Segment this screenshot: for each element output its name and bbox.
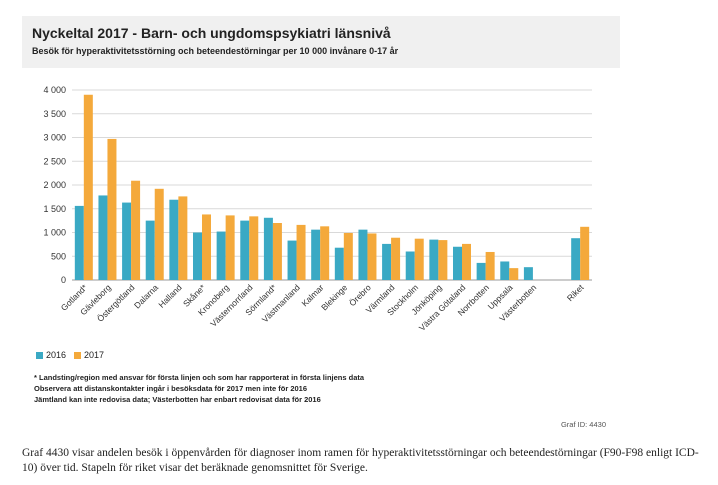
bar-2016-norrbotten <box>476 262 486 280</box>
bar-2016-vsterbotten <box>523 267 533 280</box>
bar-2017-vsternorrland <box>249 216 259 280</box>
note-jamtland: Jämtland kan inte redovisa data; Västerb… <box>34 395 321 404</box>
bar-2017-stockholm <box>414 238 424 280</box>
bar-2017-vstmanland <box>296 224 306 280</box>
bar-2017-uppsala <box>509 268 519 280</box>
bar-2016-stockholm <box>405 251 415 280</box>
bar-2016-halland <box>169 199 179 280</box>
bar-2017-stergtland <box>131 180 141 280</box>
note-distanskontakter: Observera att distanskontakter ingår i b… <box>34 384 308 393</box>
y-tick-label: 500 <box>51 251 66 261</box>
bar-2017-kronoberg <box>225 215 235 280</box>
chart-panel: Nyckeltal 2017 - Barn- och ungdomspsykia… <box>22 16 620 436</box>
bar-2017-gvleborg <box>107 138 117 280</box>
bar-2016-vstmanland <box>287 240 297 280</box>
chart-legend: 2016 2017 <box>36 350 104 360</box>
bar-2016-riket <box>571 238 581 280</box>
legend-item-2017: 2017 <box>74 350 104 360</box>
y-tick-label: 1 000 <box>43 228 66 238</box>
bar-2017-skne <box>202 214 211 280</box>
legend-swatch-2016 <box>36 351 43 359</box>
bar-2017-dalarna <box>154 188 164 280</box>
bar-2017-jnkping <box>438 240 448 280</box>
bar-2016-vrmland <box>382 243 392 280</box>
y-tick-label: 3 500 <box>43 109 66 119</box>
bar-2017-vrmland <box>391 237 401 280</box>
bar-2017-blekinge <box>343 232 353 280</box>
graf-id: Graf ID: 4430 <box>560 420 606 429</box>
note-landsting: * Landsting/region med ansvar för första… <box>34 373 365 382</box>
chart-title: Nyckeltal 2017 - Barn- och ungdomspsykia… <box>32 25 391 41</box>
chart-subtitle: Besök för hyperaktivitetsstörning och be… <box>32 46 399 56</box>
figure-caption: Graf 4430 visar andelen besök i öppenvår… <box>22 447 699 474</box>
legend-label-2016: 2016 <box>46 350 67 360</box>
y-tick-label: 3 000 <box>43 133 66 143</box>
bar-2016-kalmar <box>311 229 321 280</box>
x-tick-label: Halland <box>156 282 184 310</box>
bar-2017-riket <box>580 226 590 280</box>
y-tick-label: 4 000 <box>43 85 66 95</box>
bar-2017-gotland <box>83 94 93 280</box>
y-tick-label: 0 <box>61 275 66 285</box>
y-tick-label: 2 000 <box>43 180 66 190</box>
bar-2016-uppsala <box>500 261 510 280</box>
bar-2016-rebro <box>358 229 368 280</box>
x-tick-label: Blekinge <box>319 282 349 312</box>
bar-2017-norrbotten <box>485 251 495 280</box>
bar-2016-kronoberg <box>216 231 226 280</box>
chart-header: Nyckeltal 2017 - Barn- och ungdomspsykia… <box>22 16 620 68</box>
bar-2017-halland <box>178 196 188 280</box>
bar-2017-rebro <box>367 233 377 280</box>
bar-2016-stergtland <box>122 202 132 280</box>
bar-2016-blekinge <box>334 247 344 280</box>
bar-2016-gvleborg <box>98 195 108 280</box>
y-tick-label: 1 500 <box>43 204 66 214</box>
y-tick-label: 2 500 <box>43 156 66 166</box>
x-tick-label: Dalarna <box>132 282 160 310</box>
bar-2017-vstragtaland <box>462 243 471 280</box>
bar-2016-srmland <box>263 217 273 280</box>
bar-2016-skne <box>193 232 202 280</box>
bar-2017-kalmar <box>320 226 330 280</box>
bar-2016-jnkping <box>429 239 439 280</box>
bar-2016-gotland <box>74 205 84 280</box>
bar-2016-vstragtaland <box>453 246 462 280</box>
chart-notes: * Landsting/region med ansvar för första… <box>34 372 364 405</box>
x-tick-label: Riket <box>565 282 586 303</box>
bar-2016-vsternorrland <box>240 220 250 280</box>
legend-swatch-2017 <box>74 351 82 359</box>
bar-2017-srmland <box>272 223 282 280</box>
legend-label-2017: 2017 <box>84 350 105 360</box>
legend-item-2016: 2016 <box>36 350 66 360</box>
bar-2016-dalarna <box>145 220 155 280</box>
